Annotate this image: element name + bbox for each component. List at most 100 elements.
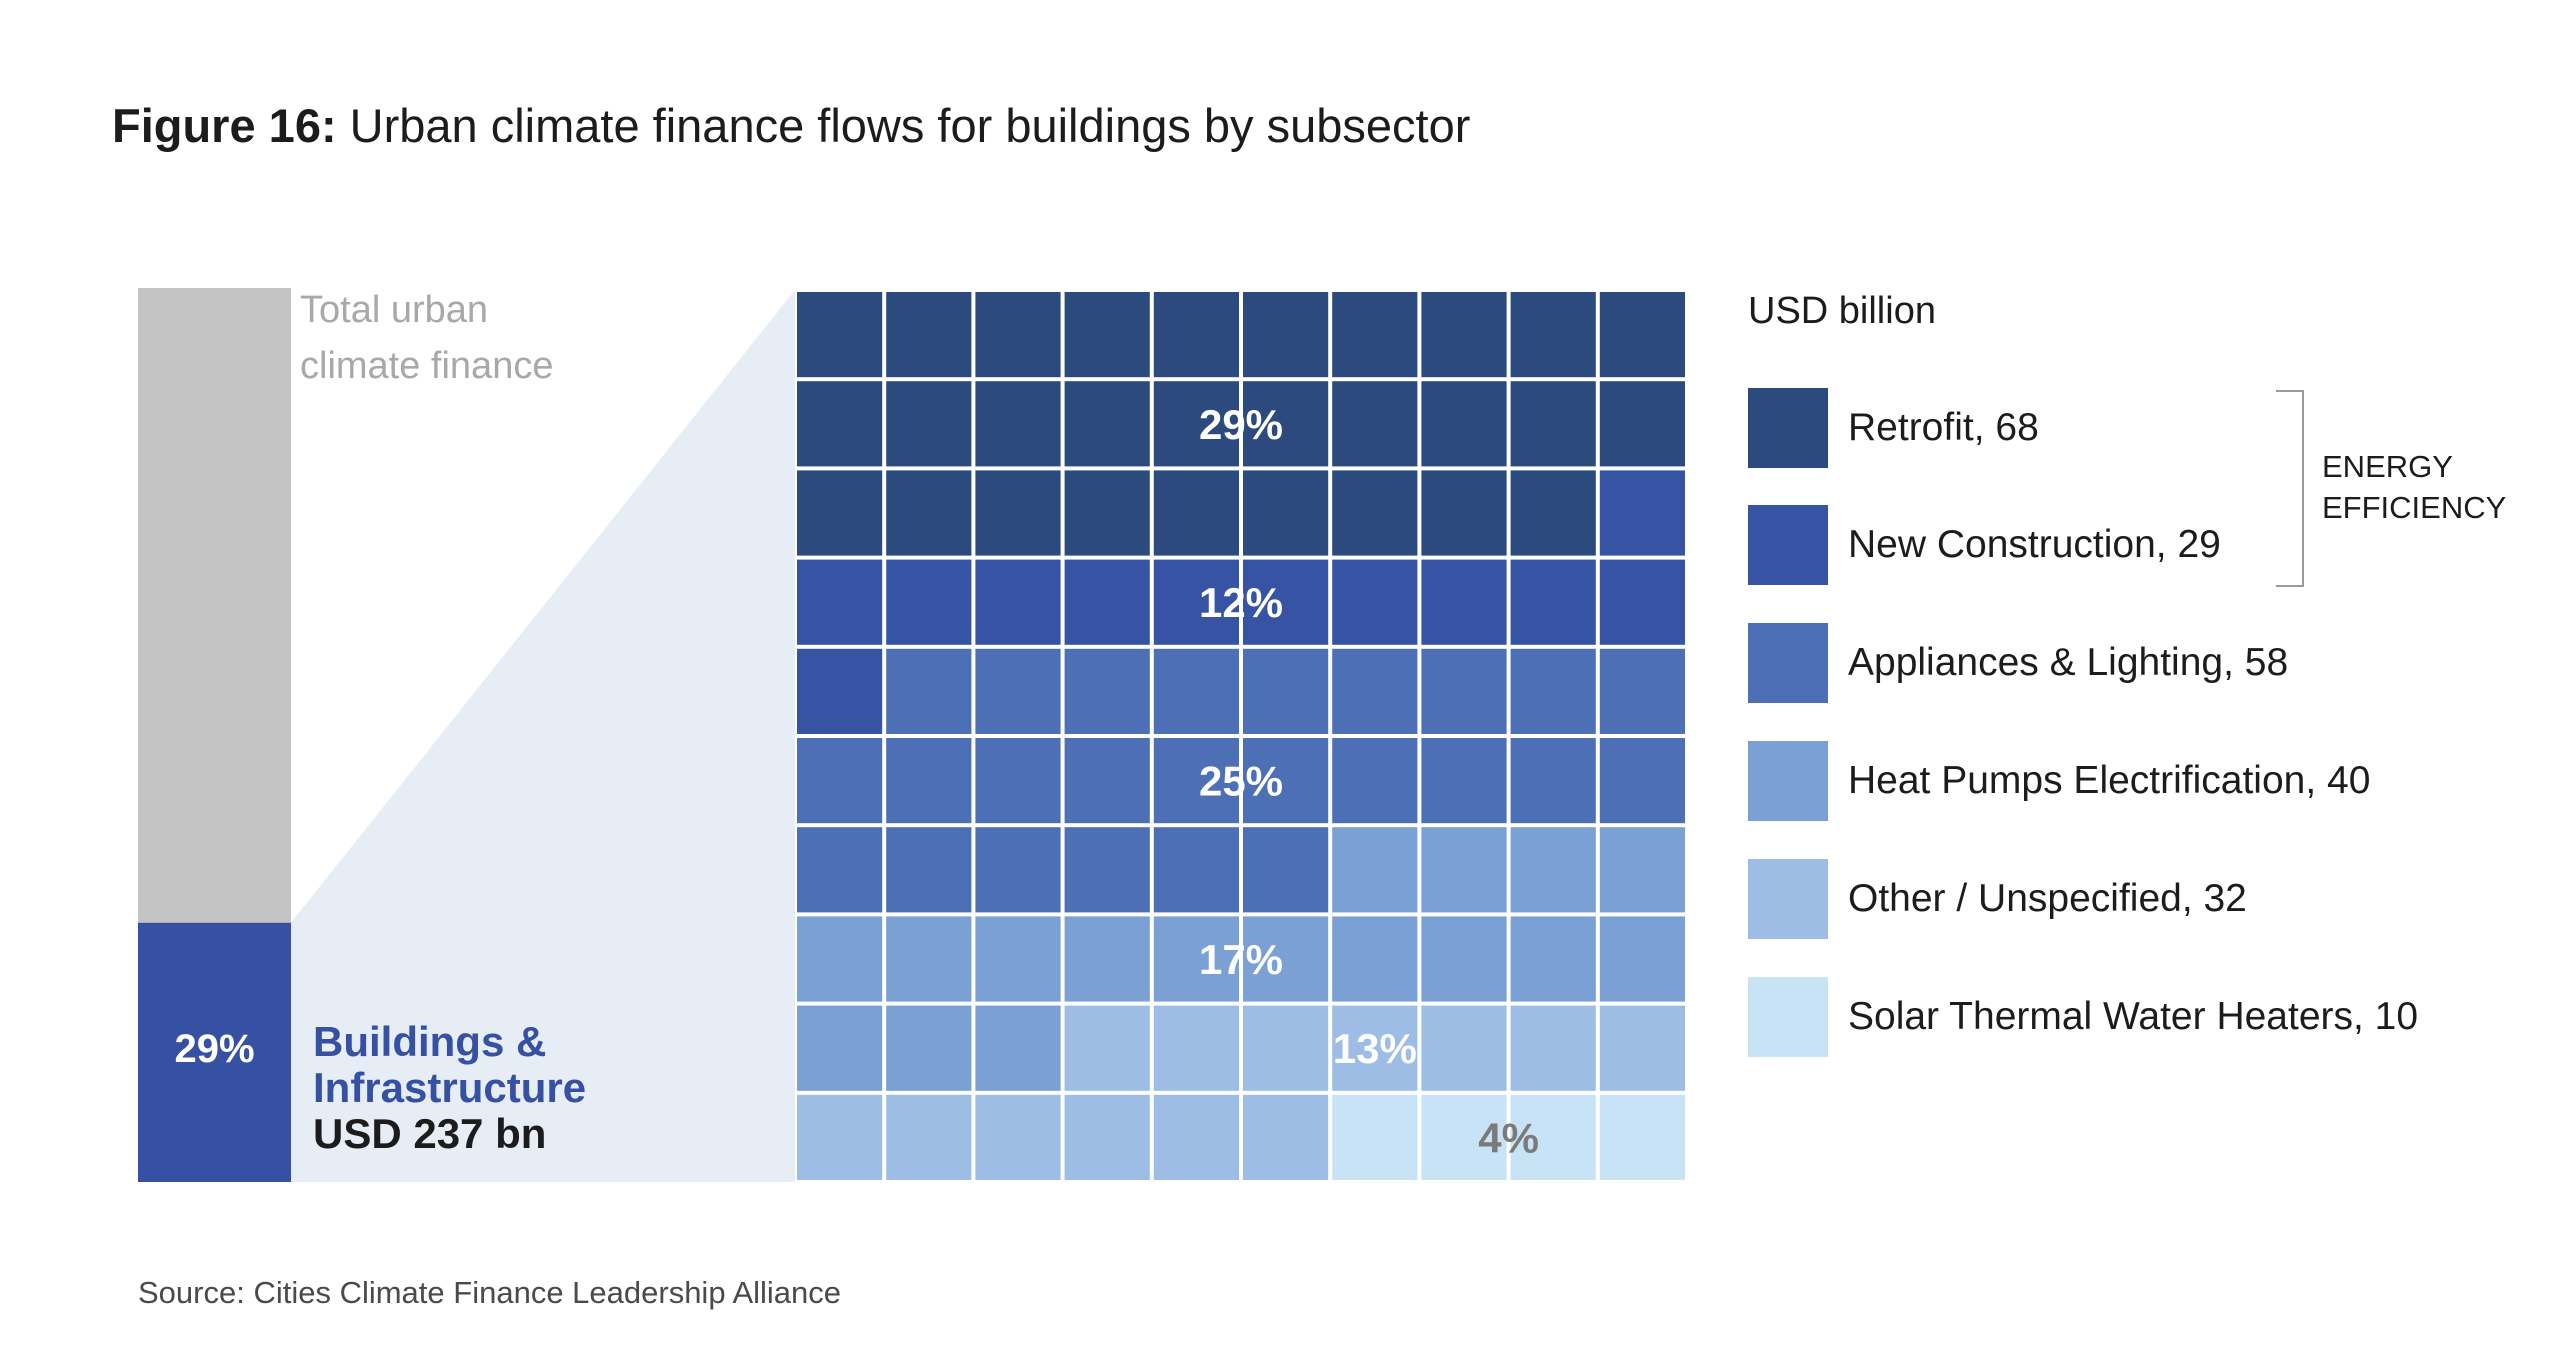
waffle-square [1064, 1094, 1150, 1180]
waffle-square [1332, 827, 1418, 913]
waffle-square [1421, 559, 1507, 645]
waffle-square [1153, 292, 1239, 378]
waffle-square [1332, 916, 1418, 1002]
legend-label: Heat Pumps Electrification, 40 [1848, 759, 2371, 802]
waffle-square [1332, 738, 1418, 824]
waffle-square [1510, 1094, 1596, 1180]
waffle-square [975, 470, 1061, 556]
percent-label: 29% [1199, 401, 1283, 448]
legend-label: Appliances & Lighting, 58 [1848, 641, 2289, 684]
waffle-square [797, 1005, 883, 1091]
legend-item: Other / Unspecified, 32 [1748, 859, 2508, 939]
waffle-square [1243, 827, 1329, 913]
waffle-square [1064, 738, 1150, 824]
waffle-square [1332, 470, 1418, 556]
waffle-square [1421, 827, 1507, 913]
waffle-square [1599, 916, 1685, 1002]
waffle-square [886, 470, 972, 556]
waffle-square [1510, 916, 1596, 1002]
waffle-square [1599, 470, 1685, 556]
waffle-square [1599, 292, 1685, 378]
source-note: Source: Cities Climate Finance Leadershi… [138, 1275, 842, 1310]
title-text: Urban climate finance flows for building… [349, 99, 1471, 152]
waffle-square [886, 648, 972, 734]
waffle-square [1599, 738, 1685, 824]
waffle-square [1421, 292, 1507, 378]
waffle-square [1064, 381, 1150, 467]
total-finance-bar [138, 288, 291, 923]
waffle-square [1332, 648, 1418, 734]
waffle-square [886, 559, 972, 645]
legend-swatch [1748, 505, 1828, 585]
waffle-square [1064, 827, 1150, 913]
waffle-square [1153, 381, 1239, 467]
waffle-square [797, 1094, 883, 1180]
waffle-square [797, 648, 883, 734]
waffle-square [886, 381, 972, 467]
legend-item: New Construction, 29 [1748, 505, 2508, 585]
waffle-square [1153, 470, 1239, 556]
buildings-share-bar [138, 922, 291, 1182]
total-finance-label: Total urban climate finance [300, 289, 553, 387]
waffle-square [1510, 648, 1596, 734]
waffle-square [1064, 470, 1150, 556]
buildings-share-label: 29% [174, 1027, 254, 1071]
waffle-square [797, 827, 883, 913]
waffle-square [1064, 1005, 1150, 1091]
waffle-square [1510, 1005, 1596, 1091]
waffle-square [1599, 827, 1685, 913]
legend-swatch [1748, 388, 1828, 468]
legend-item: Heat Pumps Electrification, 40 [1748, 741, 2508, 821]
waffle-square [1243, 1005, 1329, 1091]
waffle-square [975, 1094, 1061, 1180]
waffle-square [975, 916, 1061, 1002]
legend-label: New Construction, 29 [1848, 523, 2221, 566]
percent-label: 12% [1199, 579, 1283, 626]
legend-label: Retrofit, 68 [1848, 406, 2039, 449]
legend-swatch [1748, 977, 1828, 1057]
waffle-square [1243, 381, 1329, 467]
waffle-square [1064, 916, 1150, 1002]
waffle-square [1599, 381, 1685, 467]
waffle-square [886, 738, 972, 824]
waffle-square [797, 559, 883, 645]
waffle-square [1243, 292, 1329, 378]
waffle-square [1599, 648, 1685, 734]
waffle-square [1599, 1005, 1685, 1091]
waffle-square [886, 916, 972, 1002]
buildings-infrastructure-label: Buildings & Infrastructure [313, 1018, 586, 1111]
figure-number: Figure 16: [112, 99, 337, 152]
waffle-square [1153, 738, 1239, 824]
waffle-square [1243, 738, 1329, 824]
waffle-square [975, 648, 1061, 734]
waffle-square [1153, 1094, 1239, 1180]
legend-item: Solar Thermal Water Heaters, 10 [1748, 977, 2508, 1057]
waffle-square [886, 827, 972, 913]
legend-swatch [1748, 623, 1828, 703]
legend-label: Other / Unspecified, 32 [1848, 877, 2247, 920]
percent-label: 17% [1199, 936, 1283, 983]
waffle-square [1332, 1094, 1418, 1180]
waffle-square [975, 559, 1061, 645]
waffle-square [886, 1094, 972, 1180]
waffle-square [1332, 559, 1418, 645]
waffle-square [975, 381, 1061, 467]
waffle-square [797, 738, 883, 824]
waffle-square [1510, 381, 1596, 467]
legend-item: Appliances & Lighting, 58 [1748, 623, 2508, 703]
legend-label: Solar Thermal Water Heaters, 10 [1848, 995, 2419, 1038]
waffle-square [1153, 827, 1239, 913]
waffle-square [975, 827, 1061, 913]
waffle-square [1243, 470, 1329, 556]
waffle-square [1243, 648, 1329, 734]
waffle-square [797, 292, 883, 378]
buildings-total-value: USD 237 bn [313, 1110, 546, 1157]
waffle-square [797, 916, 883, 1002]
waffle-square [886, 292, 972, 378]
waffle-square [1599, 1094, 1685, 1180]
percent-label: 13% [1333, 1025, 1417, 1072]
waffle-square [1510, 292, 1596, 378]
waffle-square [1064, 559, 1150, 645]
waffle-square [1421, 738, 1507, 824]
